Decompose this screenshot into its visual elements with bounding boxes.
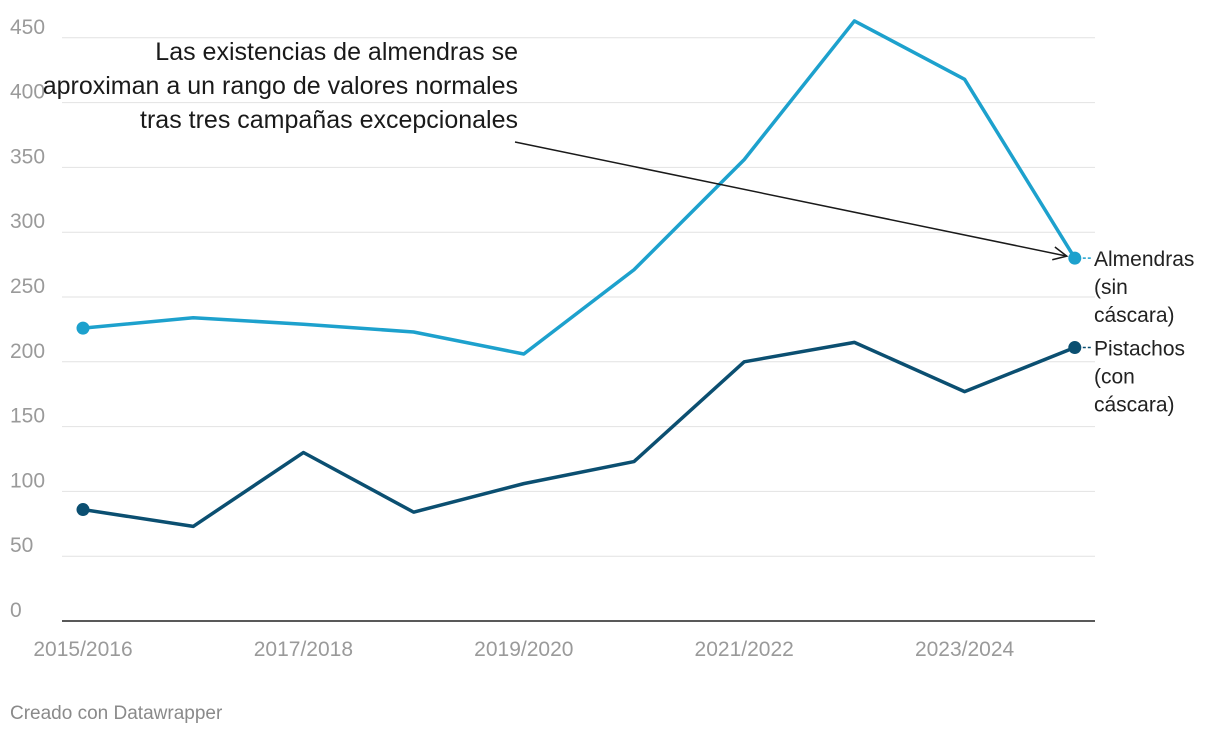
credit-footer: Creado con Datawrapper [10,703,223,724]
series-label-line: cáscara) [1094,304,1175,327]
series-label-line: (sin [1094,276,1128,299]
series-label-line: (con [1094,366,1135,389]
series-labels: Almendras (sin cáscara) Pistachos (con cáscar… [1082,248,1194,417]
annotation-arrowhead [1052,246,1069,261]
series-line-0 [81,19,1077,356]
series-point [1068,341,1082,355]
annotation-text: Las existencias de almendras se [155,38,518,66]
series-lines [76,19,1082,529]
y-tick-label: 150 [10,405,45,428]
series-line-1 [81,340,1077,529]
x-axis-tick-labels: 2015/2016 2017/2018 2019/2020 2021/2022 2023… [33,638,1014,661]
y-tick-label: 250 [10,275,45,298]
x-tick-label: 2019/2020 [474,638,573,661]
annotation: Las existencias de almendras se aproximan… [43,38,1069,261]
y-tick-label: 350 [10,145,45,168]
series-point [1068,251,1082,265]
series-point [76,321,90,335]
y-tick-label: 400 [10,81,45,104]
annotation-arrow [514,141,1067,257]
x-tick-label: 2021/2022 [695,638,794,661]
y-tick-label: 300 [10,210,45,233]
y-tick-label: 0 [10,599,22,622]
y-tick-label: 200 [10,340,45,363]
y-tick-label: 450 [10,16,45,39]
series-label-line: cáscara) [1094,394,1175,417]
annotation-text: tras tres campañas excepcionales [140,106,518,134]
series-label-line: Pistachos [1094,338,1185,361]
series-label-line: Almendras [1094,248,1194,271]
annotation-text: aproximan a un rango de valores normales [43,72,518,100]
y-axis-tick-labels: 0 50 100 150 200 250 300 350 400 450 [10,16,45,622]
series-point [76,503,90,517]
y-tick-label: 100 [10,469,45,492]
x-tick-label: 2017/2018 [254,638,353,661]
x-tick-label: 2015/2016 [33,638,132,661]
x-tick-label: 2023/2024 [915,638,1015,661]
y-tick-label: 50 [10,534,33,557]
grid-lines [62,37,1095,622]
